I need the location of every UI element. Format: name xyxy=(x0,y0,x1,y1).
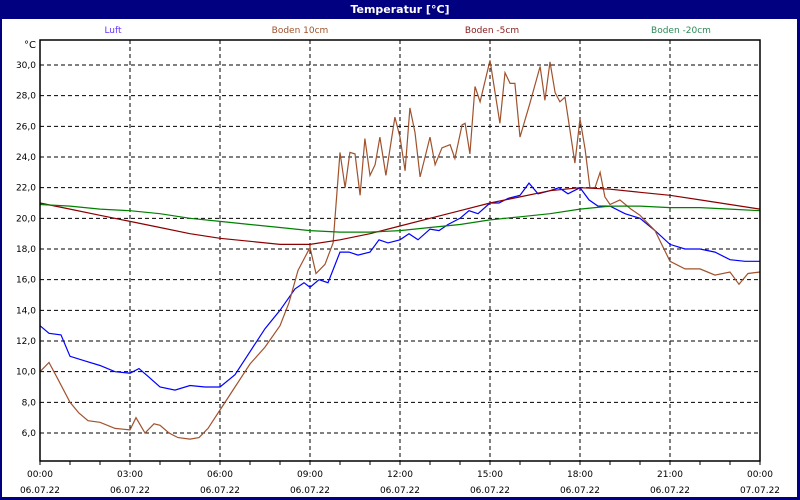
legend-entry: Luft xyxy=(104,26,122,36)
x-tick-date: 06.07.22 xyxy=(290,486,330,496)
y-tick-label: 14,0 xyxy=(16,306,36,316)
x-tick-time: 15:00 xyxy=(477,470,503,480)
y-tick-label: 16,0 xyxy=(16,276,36,286)
y-tick-label: 26,0 xyxy=(16,122,36,132)
y-tick-label: 22,0 xyxy=(16,184,36,194)
x-tick-date: 06.07.22 xyxy=(650,486,690,496)
y-tick-label: 10,0 xyxy=(16,368,36,378)
x-tick-time: 00:00 xyxy=(747,470,773,480)
y-tick-label: 30,0 xyxy=(16,61,36,71)
x-tick-date: 06.07.22 xyxy=(20,486,60,496)
x-tick-date: 06.07.22 xyxy=(560,486,600,496)
y-tick-label: 18,0 xyxy=(16,245,36,255)
x-tick-time: 18:00 xyxy=(567,470,593,480)
x-tick-time: 06:00 xyxy=(207,470,233,480)
x-tick-date: 06.07.22 xyxy=(200,486,240,496)
x-tick-time: 12:00 xyxy=(387,470,413,480)
series-line-boden-20cm xyxy=(39,203,761,233)
x-tick-time: 03:00 xyxy=(117,470,143,480)
legend-entry: Boden -20cm xyxy=(651,26,711,36)
legend-entry: Boden -5cm xyxy=(465,26,519,36)
y-axis-unit: °C xyxy=(24,40,36,51)
x-tick-time: 09:00 xyxy=(297,470,323,480)
y-tick-label: 28,0 xyxy=(16,92,36,102)
x-tick-time: 00:00 xyxy=(27,470,53,480)
y-tick-label: 6,0 xyxy=(22,429,37,439)
plot-frame xyxy=(39,39,761,462)
series-line-boden-5cm xyxy=(39,187,761,245)
y-tick-label: 20,0 xyxy=(16,214,36,224)
legend-entry: Boden 10cm xyxy=(272,26,329,36)
x-tick-date: 07.07.22 xyxy=(740,486,780,496)
y-tick-label: 24,0 xyxy=(16,153,36,163)
window-title: Temperatur [°C] xyxy=(350,3,450,16)
x-tick-date: 06.07.22 xyxy=(380,486,420,496)
x-tick-date: 06.07.22 xyxy=(470,486,510,496)
x-tick-date: 06.07.22 xyxy=(110,486,150,496)
y-tick-label: 12,0 xyxy=(16,337,36,347)
x-tick-time: 21:00 xyxy=(657,470,683,480)
y-tick-label: 8,0 xyxy=(22,398,37,408)
series-line-boden-10cm xyxy=(39,60,761,440)
